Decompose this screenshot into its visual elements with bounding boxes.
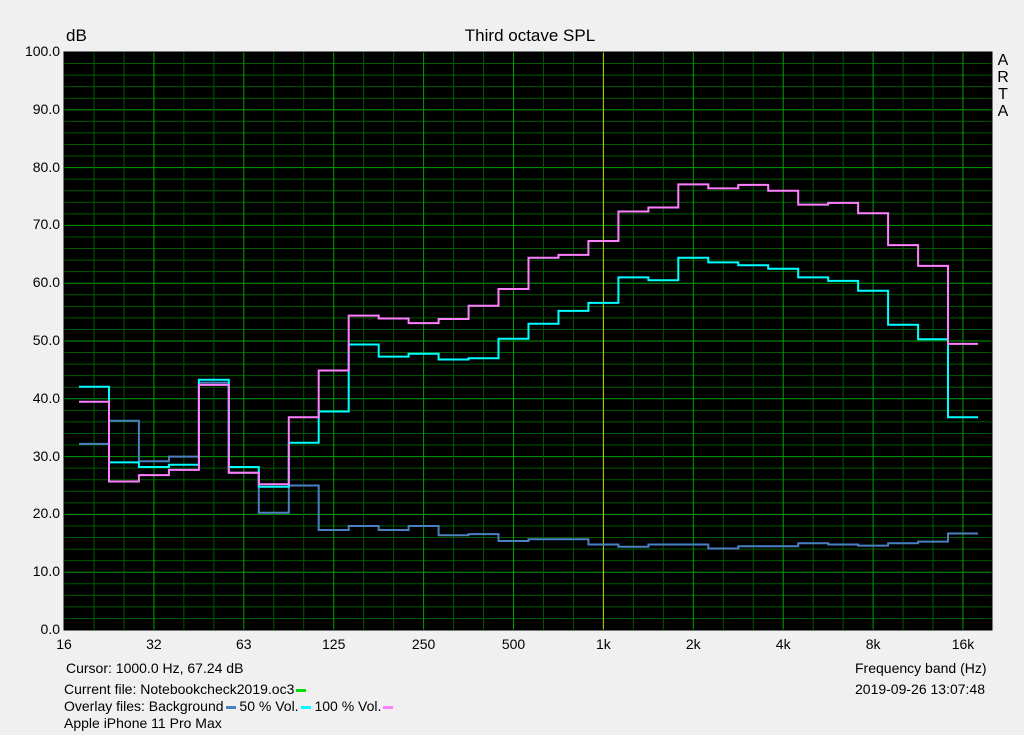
y-tick-label: 60.0 — [32, 274, 60, 291]
x-tick-label: 4k — [775, 636, 791, 652]
y-tick-label: 70.0 — [32, 216, 60, 233]
legend-50-label: 50 % Vol. — [239, 698, 299, 714]
x-tick-label: 63 — [236, 636, 252, 652]
x-tick-label: 1k — [595, 636, 611, 652]
plot-border — [63, 51, 993, 631]
legend-100-swatch — [383, 705, 394, 709]
x-tick-label: 16 — [56, 636, 72, 652]
x-tick-label: 16k — [951, 636, 975, 652]
device-name: Apple iPhone 11 Pro Max — [64, 715, 222, 731]
current-file: Current file: Notebookcheck2019.oc3 — [64, 681, 307, 697]
x-tick-label: 500 — [501, 636, 526, 652]
y-tick-label: 100.0 — [24, 43, 60, 59]
y-tick-label: 80.0 — [32, 158, 60, 175]
x-tick-label: 250 — [411, 636, 436, 652]
overlay-legend: Overlay files: Background 50 % Vol. 100 … — [64, 698, 394, 714]
x-tick-label: 2k — [685, 636, 701, 652]
legend-background-label: Overlay files: Background — [64, 698, 224, 714]
legend-background-swatch — [225, 705, 236, 709]
legend-50-swatch — [300, 705, 311, 709]
y-tick-label: 20.0 — [32, 505, 60, 522]
y-tick-label: 50.0 — [32, 332, 60, 348]
timestamp: 2019-09-26 13:07:48 — [855, 681, 985, 697]
y-tick-label: 40.0 — [32, 389, 60, 406]
series-100-vol- — [79, 183, 978, 486]
x-axis-label: Frequency band (Hz) — [855, 660, 987, 676]
x-tick-label: 125 — [322, 636, 346, 652]
current-file-label: Current file: Notebookcheck2019.oc3 — [64, 681, 295, 697]
y-tick-label: 90.0 — [32, 100, 60, 117]
current-file-swatch — [296, 688, 307, 692]
cursor-readout: Cursor: 1000.0 Hz, 67.24 dB — [66, 660, 244, 676]
y-tick-label: 0.0 — [40, 621, 60, 637]
chart-title: Third octave SPL — [464, 26, 596, 45]
x-tick-label: 8k — [865, 636, 881, 652]
y-tick-label: 30.0 — [32, 447, 60, 464]
legend-100-label: 100 % Vol. — [314, 698, 382, 714]
y-tick-label: 10.0 — [32, 563, 60, 580]
y-axis-label: dB — [66, 26, 87, 45]
x-tick-label: 32 — [146, 636, 162, 652]
